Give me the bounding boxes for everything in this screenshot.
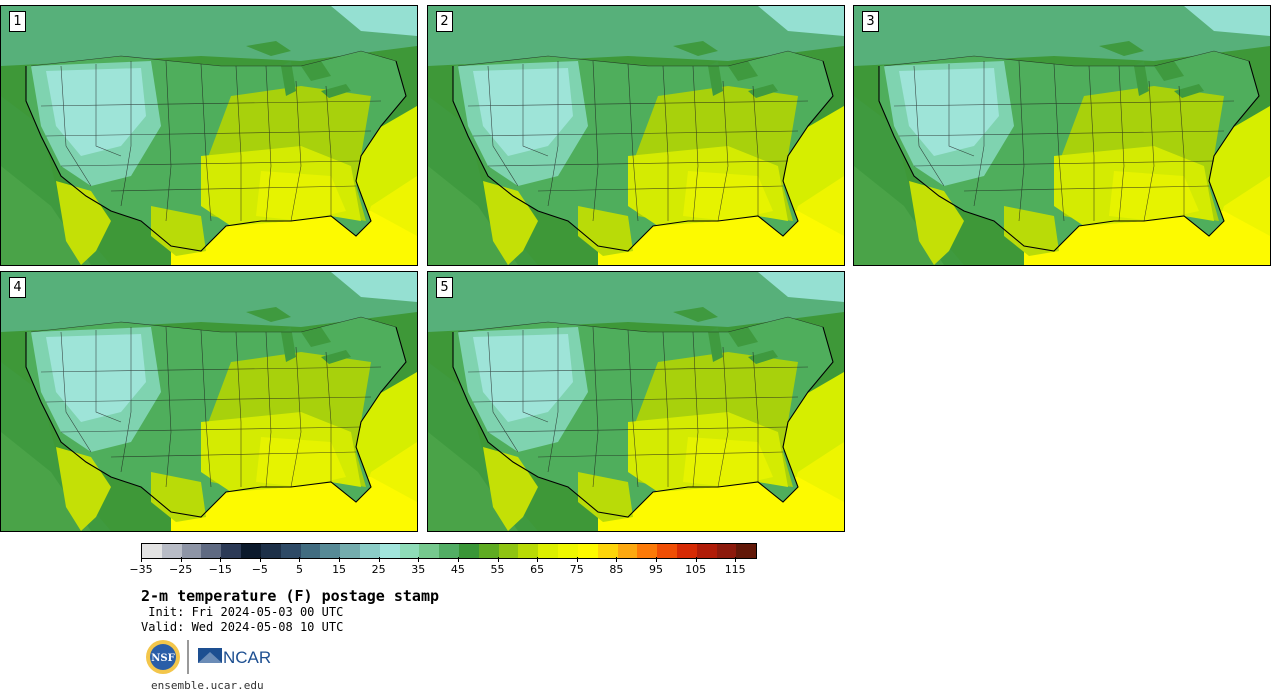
colorbar-swatch [241,544,261,558]
colorbar-tick [339,557,341,562]
colorbar-tick-label: 75 [569,563,584,576]
colorbar-tick-label: 55 [490,563,505,576]
colorbar-swatch [538,544,559,558]
colorbar-tick [141,557,142,562]
colorbar-tick [457,557,459,562]
ensemble-member-map-5: 5 [427,271,845,532]
member-label-3: 3 [862,11,879,32]
member-label-4: 4 [9,277,26,298]
colorbar-swatch [597,544,618,558]
colorbar-tick [497,557,499,562]
ensemble-member-map-4: 4 [0,271,418,532]
colorbar-tick-label: −25 [169,563,193,576]
website-url: ensemble.ucar.edu [151,679,264,692]
colorbar-tick-label: 115 [724,563,746,576]
colorbar-tick [259,557,261,562]
colorbar-tick [537,557,539,562]
colorbar-tick-label: 15 [332,563,347,576]
colorbar-swatch [617,544,638,558]
colorbar-tick-label: 5 [295,563,303,576]
colorbar-tick-label: 65 [530,563,545,576]
colorbar-swatch [142,544,162,558]
colorbar-swatch [359,544,380,558]
colorbar-tick [299,557,301,562]
map-2 [428,6,844,265]
sponsor-logos: NSF NCAR [144,638,274,676]
colorbar-swatch [558,544,578,558]
colorbar-tick-label: 35 [411,563,426,576]
map-5 [428,272,844,531]
colorbar-swatch [459,544,479,558]
colorbar-swatch [300,544,321,558]
colorbar-swatch [379,544,400,558]
ensemble-member-map-2: 2 [427,5,845,266]
colorbar-swatch [637,544,658,558]
colorbar-tick-label: 105 [685,563,707,576]
colorbar-swatch [716,544,737,558]
ensemble-member-map-1: 1 [0,5,418,266]
colorbar-swatch [478,544,499,558]
colorbar-swatch [657,544,677,558]
colorbar-tick [180,557,182,562]
ensemble-member-map-3: 3 [853,5,1271,266]
colorbar-swatch [439,544,459,558]
colorbar-tick [418,557,420,562]
colorbar-tick-label: 85 [609,563,624,576]
plot-title: 2-m temperature (F) postage stamp [141,587,440,605]
colorbar-swatch [419,544,440,558]
colorbar-tick [695,557,697,562]
member-label-1: 1 [9,11,26,32]
ncar-logo-text: NCAR [223,648,271,667]
colorbar-tick-label: −35 [129,563,153,576]
member-label-2: 2 [436,11,453,32]
colorbar-tick-label: −15 [208,563,232,576]
map-1 [1,6,417,265]
colorbar-swatch [221,544,242,558]
colorbar-swatch [577,544,598,558]
colorbar-tick [378,557,380,562]
colorbar-tick [220,557,222,562]
colorbar-tick [616,557,618,562]
colorbar-tick-label: 95 [648,563,663,576]
colorbar-ticks [141,557,755,563]
map-4 [1,272,417,531]
nsf-logo: NSF [146,640,180,674]
colorbar-swatch [696,544,717,558]
colorbar-swatch [498,544,519,558]
init-time: Init: Fri 2024-05-03 00 UTC [141,605,344,619]
nsf-logo-text: NSF [151,653,174,664]
colorbar-swatch [181,544,202,558]
colorbar-tick [735,557,737,562]
member-label-5: 5 [436,277,453,298]
colorbar-swatch [518,544,539,558]
colorbar-tick [655,557,657,562]
colorbar-swatch [320,544,341,558]
colorbar-tick-label: 45 [450,563,465,576]
colorbar-swatch [340,544,360,558]
colorbar-swatch [280,544,301,558]
colorbar-tick [576,557,578,562]
colorbar-tick-label: −5 [251,563,268,576]
colorbar-swatch [676,544,697,558]
colorbar-swatch [161,544,182,558]
temperature-colorbar [141,543,757,559]
colorbar-swatch [399,544,420,558]
colorbar-swatch [736,544,757,558]
valid-time: Valid: Wed 2024-05-08 10 UTC [141,620,344,634]
colorbar-swatch [201,544,222,558]
map-3 [854,6,1270,265]
colorbar-swatch [260,544,281,558]
ncar-logo: NCAR [198,648,271,667]
colorbar-tick-label: 25 [371,563,386,576]
